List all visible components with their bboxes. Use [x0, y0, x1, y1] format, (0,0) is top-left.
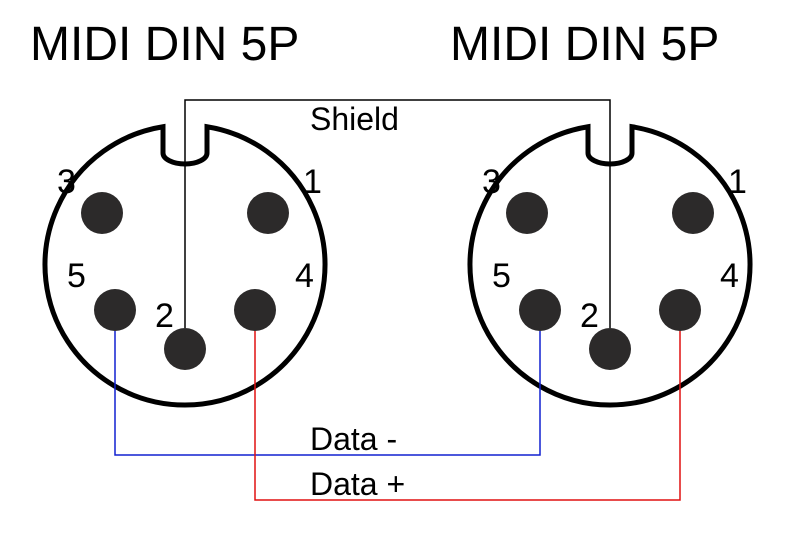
label-data-minus: Data -: [310, 421, 397, 457]
pin-1-right: [672, 192, 714, 234]
pin-4-right: [659, 289, 701, 331]
pin-label-1-right: 1: [728, 163, 747, 201]
pin-label-4-right: 4: [720, 257, 739, 295]
title-right: MIDI DIN 5P: [450, 18, 719, 71]
title-left: MIDI DIN 5P: [30, 18, 299, 71]
pin-label-3-right: 3: [482, 163, 501, 201]
pin-5-right: [519, 289, 561, 331]
pin-label-2-left: 2: [155, 297, 174, 335]
pin-1-left: [247, 192, 289, 234]
pin-5-left: [94, 289, 136, 331]
pin-label-2-right: 2: [580, 297, 599, 335]
pin-label-5-left: 5: [67, 257, 86, 295]
pin-label-5-right: 5: [492, 257, 511, 295]
label-shield: Shield: [310, 101, 399, 137]
pin-label-4-left: 4: [295, 257, 314, 295]
pin-label-1-left: 1: [303, 163, 322, 201]
label-data-plus: Data +: [310, 466, 405, 502]
pin-3-left: [81, 192, 123, 234]
pin-3-right: [506, 192, 548, 234]
pin-label-3-left: 3: [57, 163, 76, 201]
pin-4-left: [234, 289, 276, 331]
